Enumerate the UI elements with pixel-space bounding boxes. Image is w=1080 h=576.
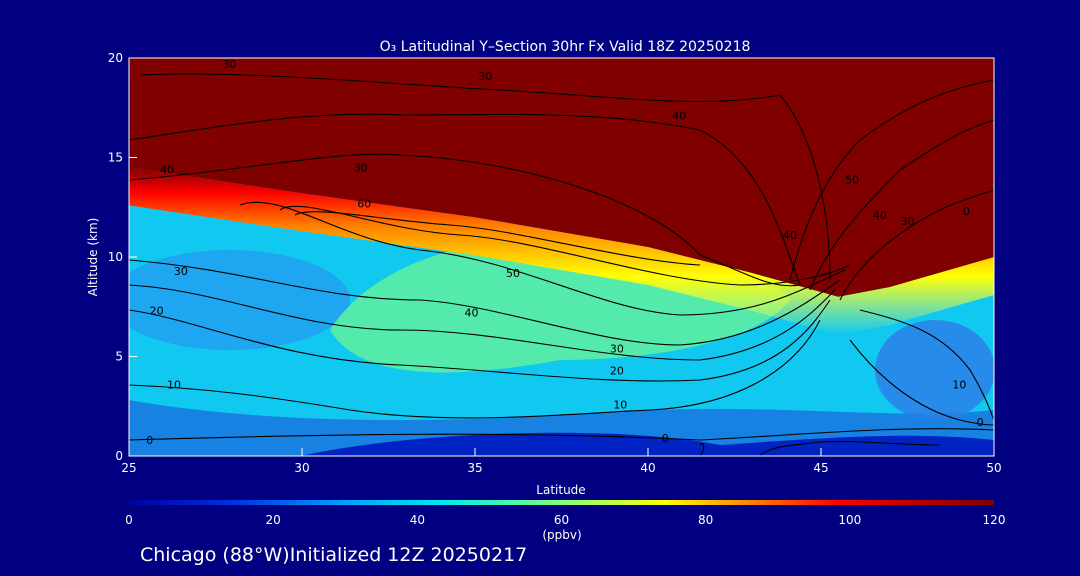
y-tick-label: 20: [108, 51, 123, 65]
contour-line: [279, 205, 851, 286]
chart-title: O₃ Latitudinal Y–Section 30hr Fx Valid 1…: [380, 39, 751, 55]
contour-line: [239, 201, 846, 316]
contour-label: 10: [167, 378, 181, 391]
y-tick-label: 10: [108, 250, 123, 264]
x-tick-label: 45: [813, 461, 828, 475]
contour-line: [789, 79, 994, 281]
contour-label: 0: [146, 434, 153, 447]
colorbar-ticks: 0 20 40 60 80 100 120: [125, 513, 1005, 527]
y-tick-label: 15: [108, 151, 123, 165]
colorbar-unit: (ppbv): [542, 528, 581, 542]
contour-line: [139, 73, 831, 281]
y-tick-label: 0: [115, 449, 123, 463]
contour-lines: [129, 73, 994, 456]
contour-label: 30: [222, 58, 236, 71]
colorbar-tick-label: 80: [698, 513, 713, 527]
contour-label: 20: [610, 364, 624, 377]
x-tick-label: 40: [640, 461, 655, 475]
colorbar: [129, 500, 994, 505]
contour-line: [809, 119, 994, 291]
east-blue-pocket: [875, 320, 994, 420]
contour-line: [129, 259, 841, 346]
contour-line: [859, 309, 994, 421]
contour-label: 20: [150, 305, 164, 318]
footer-location-init: Chicago (88°W)Initialized 12Z 20250217: [140, 544, 527, 566]
x-tick-label: 25: [121, 461, 136, 475]
contour-label: 40: [783, 229, 797, 242]
contour-line: [129, 113, 801, 286]
contour-line: [129, 319, 821, 419]
contour-line: [294, 211, 701, 266]
contour-line: [699, 440, 941, 456]
x-axis-label: Latitude: [536, 483, 585, 497]
contour-label: 40: [465, 307, 479, 320]
contour-label: 40: [873, 209, 887, 222]
y-axis-label: Altitude (km): [86, 218, 100, 297]
axes: 25 30 35 40 45 50 0 5 10 15 20: [108, 51, 1002, 475]
plot-area: 30 20 10 0 40 30 30 40 30 60 50 40 30 20 10 0 50 40 40 30 0 1…: [129, 58, 994, 456]
contour-line: [129, 284, 836, 361]
colorbar-tick-label: 100: [838, 513, 861, 527]
contour-label: 50: [506, 267, 520, 280]
contour-label: 0: [662, 432, 669, 445]
colorbar-tick-label: 0: [125, 513, 133, 527]
contour-line: [129, 428, 994, 441]
contour-label: 30: [901, 215, 915, 228]
contour-label: 0: [963, 205, 970, 218]
contour-label: 30: [354, 161, 368, 174]
contour-label: 40: [160, 163, 174, 176]
stratosphere-region: [129, 58, 994, 297]
x-tick-label: 30: [294, 461, 309, 475]
contour-labels: 30 20 10 0 40 30 30 40 30 60 50 40 30 20 10 0 50 40 40 30 0 1…: [146, 58, 983, 447]
contour-label: 30: [478, 70, 492, 83]
contour-label: 0: [977, 416, 984, 429]
contour-label: 10: [952, 378, 966, 391]
contour-label: 30: [174, 265, 188, 278]
tropopause-gradient-band: [129, 167, 994, 335]
x-tick-label: 50: [986, 461, 1001, 475]
x-tick-label: 35: [467, 461, 482, 475]
colorbar-tick-label: 60: [554, 513, 569, 527]
contour-label: 40: [672, 110, 686, 123]
contour-label: 10: [613, 398, 627, 411]
contour-line: [129, 299, 831, 382]
colorbar-tick-label: 120: [983, 513, 1006, 527]
colorbar-tick-label: 20: [266, 513, 281, 527]
contour-label: 50: [845, 173, 859, 186]
contour-label: 60: [357, 197, 371, 210]
contour-line: [849, 339, 994, 426]
west-blue-pocket: [129, 250, 350, 350]
contour-line: [129, 153, 801, 287]
contour-line: [839, 189, 994, 301]
y-tick-label: 5: [115, 350, 123, 364]
colorbar-tick-label: 40: [410, 513, 425, 527]
contour-label: 30: [610, 343, 624, 356]
